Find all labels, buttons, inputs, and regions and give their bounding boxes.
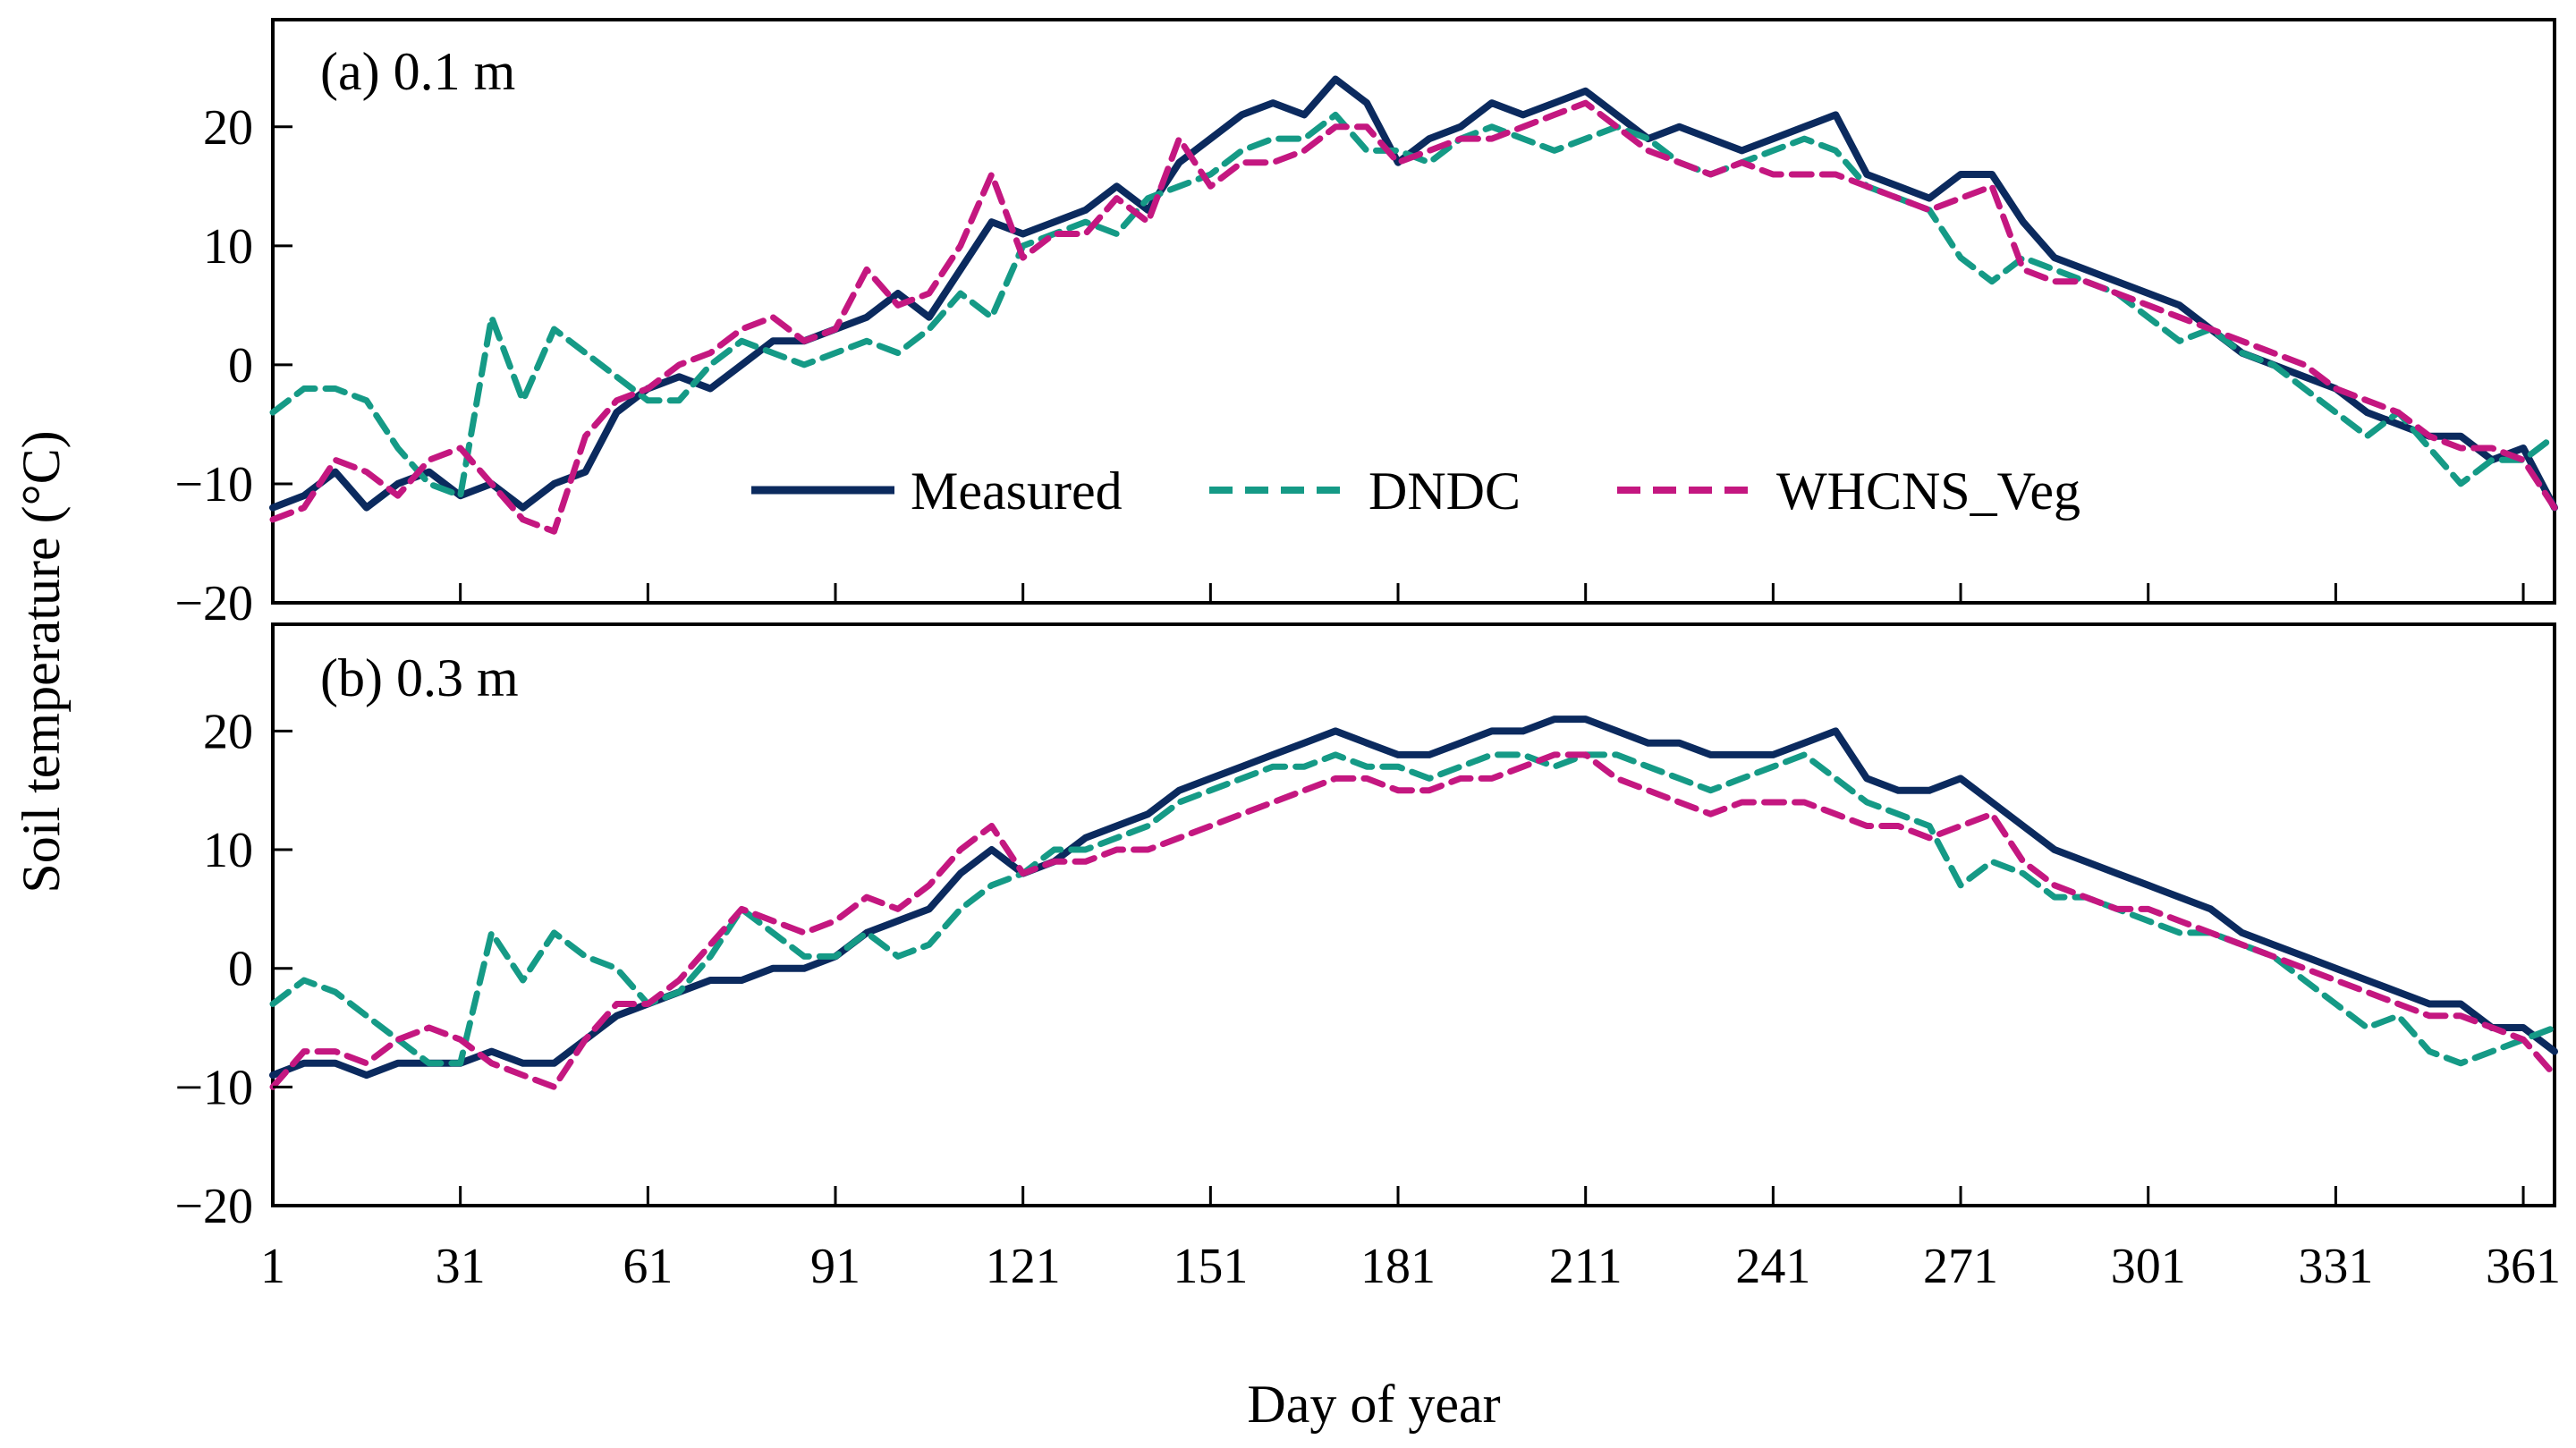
- panel-b-y-tick-label: 10: [203, 823, 253, 878]
- panel-a-measured-line: [269, 75, 2558, 512]
- legend-dndc-label: DNDC: [1368, 461, 1521, 521]
- axes-ticks: −20 −10 0 10 20 −20 −10 0 10 20 1 31 61 91 121 151 181 21…: [174, 100, 2561, 1294]
- x-tick-label: 121: [986, 1239, 1061, 1294]
- x-tick-label: 151: [1173, 1239, 1248, 1294]
- panel-b-whcns-veg-line: [269, 751, 2558, 1090]
- panel-a-label: (a) 0.1 m: [320, 42, 515, 101]
- y-axis-title: Soil temperature (°C): [12, 430, 71, 893]
- panel-a-y-tick-label: −20: [174, 576, 253, 631]
- x-tick-label: 271: [1923, 1239, 1998, 1294]
- x-tick-label: 361: [2486, 1239, 2561, 1294]
- series-lines: [269, 75, 2558, 1090]
- panel-frames: [271, 18, 2556, 1207]
- panel-b-y-tick-label: 20: [203, 704, 253, 759]
- x-tick-label: 301: [2111, 1239, 2186, 1294]
- panel-b-y-tick-label: −10: [174, 1060, 253, 1115]
- legend: Measured DNDC WHCNS_Veg: [751, 461, 2080, 521]
- x-axis-title: Day of year: [1247, 1375, 1500, 1434]
- x-tick-label: 91: [810, 1239, 860, 1294]
- panel-a-y-tick-label: 10: [203, 219, 253, 275]
- legend-whcns-veg-label: WHCNS_Veg: [1776, 461, 2080, 521]
- panel-a-frame: [271, 18, 2556, 605]
- x-tick-label: 181: [1360, 1239, 1436, 1294]
- panel-a-y-tick-label: −10: [174, 457, 253, 512]
- x-tick-label: 31: [436, 1239, 486, 1294]
- x-tick-label: 61: [623, 1239, 673, 1294]
- panel-b-y-tick-label: 0: [228, 942, 253, 997]
- panel-a-dndc-line: [269, 111, 2558, 499]
- x-tick-label: 211: [1549, 1239, 1623, 1294]
- x-tick-label: 1: [260, 1239, 285, 1294]
- x-tick-label: 331: [2298, 1239, 2373, 1294]
- panel-a-y-tick-label: 20: [203, 100, 253, 156]
- panel-b-y-tick-label: −20: [174, 1179, 253, 1234]
- panel-a-whcns-veg-line: [269, 99, 2558, 535]
- panel-b-frame: [271, 622, 2556, 1207]
- panel-a-y-tick-label: 0: [228, 338, 253, 394]
- x-tick-label: 241: [1735, 1239, 1810, 1294]
- legend-measured-label: Measured: [911, 461, 1123, 521]
- panel-b-label: (b) 0.3 m: [320, 648, 519, 707]
